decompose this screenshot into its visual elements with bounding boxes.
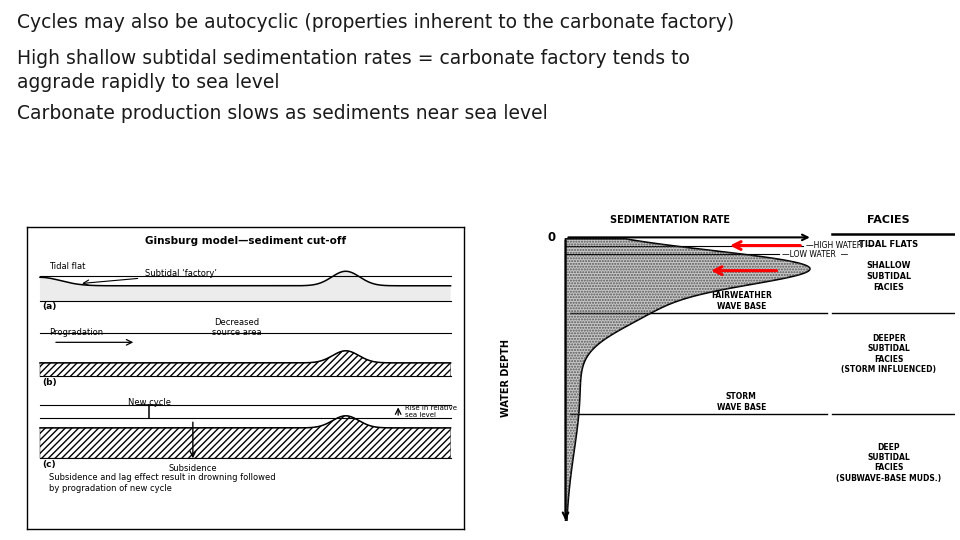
Text: New cycle: New cycle xyxy=(128,398,171,407)
Text: Progradation: Progradation xyxy=(49,328,103,337)
Text: Decreased
source area: Decreased source area xyxy=(212,318,261,337)
Polygon shape xyxy=(40,416,450,458)
Text: DEEP
SUBTIDAL
FACIES
(SUBWAVE-BASE MUDS.): DEEP SUBTIDAL FACIES (SUBWAVE-BASE MUDS.… xyxy=(836,443,941,483)
Text: Cycles may also be autocyclic (properties inherent to the carbonate factory): Cycles may also be autocyclic (propertie… xyxy=(17,14,734,32)
Text: WATER DEPTH: WATER DEPTH xyxy=(501,339,511,417)
Text: High shallow subtidal sedimentation rates = carbonate factory tends to
aggrade r: High shallow subtidal sedimentation rate… xyxy=(17,49,690,92)
Polygon shape xyxy=(565,239,810,520)
Text: DEEPER
SUBTIDAL
FACIES
(STORM INFLUENCED): DEEPER SUBTIDAL FACIES (STORM INFLUENCED… xyxy=(841,334,936,374)
Polygon shape xyxy=(40,271,450,301)
Text: Subtidal ‘factory’: Subtidal ‘factory’ xyxy=(145,268,217,278)
Text: (a): (a) xyxy=(42,302,57,312)
Text: FAIRWEATHER
WAVE BASE: FAIRWEATHER WAVE BASE xyxy=(711,291,772,310)
Text: SEDIMENTATION RATE: SEDIMENTATION RATE xyxy=(611,215,731,225)
Text: SHALLOW
SUBTIDAL
FACIES: SHALLOW SUBTIDAL FACIES xyxy=(866,261,911,292)
Text: Subsidence and lag effect result in drowning followed
by progradation of new cyc: Subsidence and lag effect result in drow… xyxy=(49,473,276,494)
Text: Rise in relative
sea level: Rise in relative sea level xyxy=(405,405,457,418)
Text: —LOW WATER  —: —LOW WATER — xyxy=(781,249,848,259)
Text: 0: 0 xyxy=(548,231,556,244)
Text: STORM
WAVE BASE: STORM WAVE BASE xyxy=(717,393,766,412)
Text: (c): (c) xyxy=(42,460,56,469)
Text: Carbonate production slows as sediments near sea level: Carbonate production slows as sediments … xyxy=(17,104,548,123)
Polygon shape xyxy=(40,351,450,376)
Text: TIDAL FLATS: TIDAL FLATS xyxy=(859,240,918,249)
Text: —HIGH WATER  —: —HIGH WATER — xyxy=(805,241,874,250)
Text: Subsidence: Subsidence xyxy=(169,463,217,472)
Text: Ginsburg model—sediment cut-off: Ginsburg model—sediment cut-off xyxy=(145,236,346,246)
Text: Tidal flat: Tidal flat xyxy=(49,262,85,271)
Text: FACIES: FACIES xyxy=(867,215,910,225)
Text: (b): (b) xyxy=(42,378,57,387)
